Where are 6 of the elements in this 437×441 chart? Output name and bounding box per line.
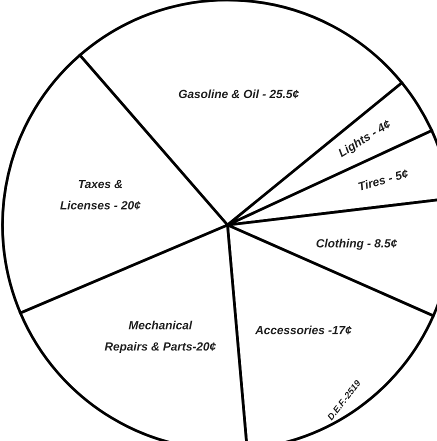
slice-label: Clothing - 8.5¢ [316,238,398,250]
slice-label: Tires - 5¢ [358,168,410,191]
slice-label: Taxes & Licenses - 20¢ [60,180,141,210]
slice-label: Mechanical Repairs & Parts-20¢ [104,320,216,353]
slice-label: Gasoline & Oil - 25.5¢ [178,89,299,98]
slice-label: Accessories -17¢ [254,326,352,334]
